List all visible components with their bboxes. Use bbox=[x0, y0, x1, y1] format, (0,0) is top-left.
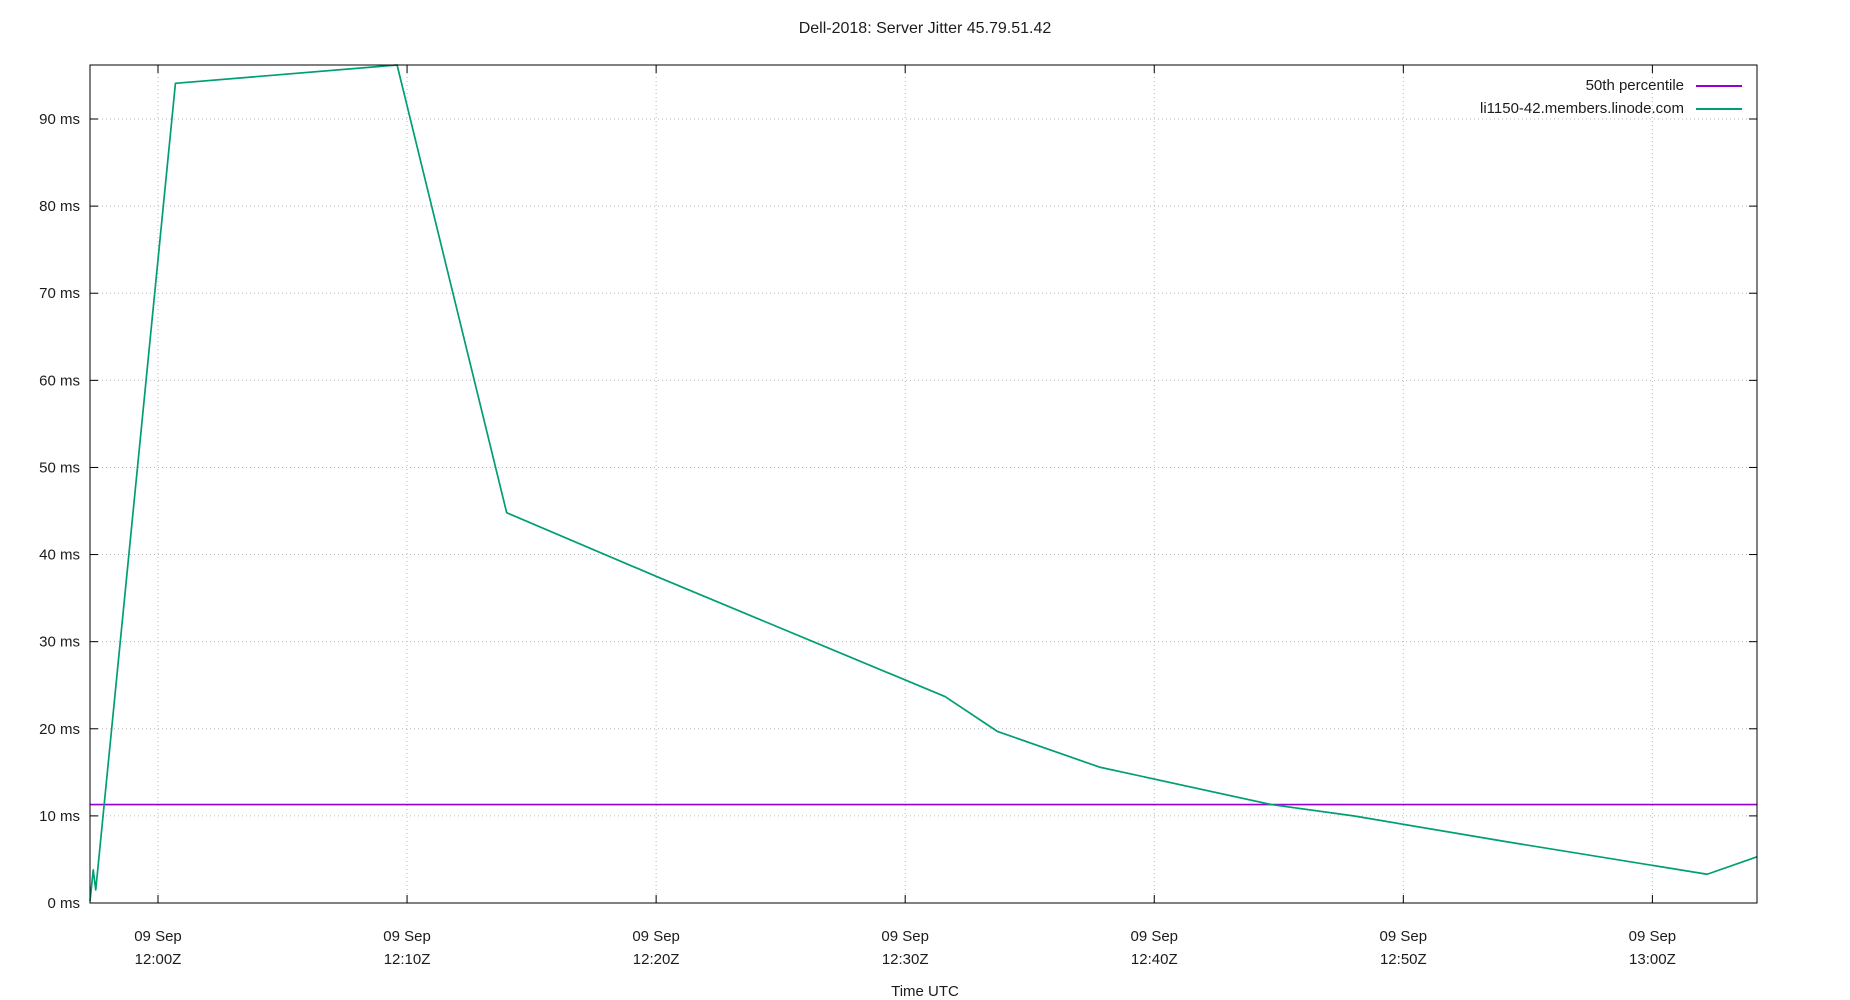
y-tick-label: 70 ms bbox=[39, 285, 80, 302]
chart-legend: 50th percentile li1150-42.members.linode… bbox=[1480, 74, 1742, 120]
gridlines bbox=[90, 65, 1757, 904]
x-tick-labels: 09 Sep 12:00Z 09 Sep 12:10Z 09 Sep 12:20Z 09 S… bbox=[134, 928, 1676, 968]
x-axis-title: Time UTC bbox=[891, 983, 959, 1000]
y-tick-label: 40 ms bbox=[39, 547, 80, 564]
legend-row-percentile: 50th percentile bbox=[1480, 74, 1742, 97]
y-tick-label: 0 ms bbox=[47, 895, 80, 912]
x-tick-label-time: 13:00Z bbox=[1629, 951, 1676, 968]
y-tick-label: 80 ms bbox=[39, 198, 80, 215]
y-tick-label: 10 ms bbox=[39, 808, 80, 825]
x-tick-label-time: 12:30Z bbox=[882, 951, 929, 968]
plot-border bbox=[89, 64, 1758, 904]
y-tick-label: 50 ms bbox=[39, 459, 80, 476]
x-tick-label-time: 12:20Z bbox=[633, 951, 680, 968]
x-tick-label-date: 09 Sep bbox=[1380, 928, 1428, 945]
chart-title: Dell-2018: Server Jitter 45.79.51.42 bbox=[798, 20, 1052, 37]
x-tick-label-time: 12:40Z bbox=[1131, 951, 1178, 968]
x-tick-label-date: 09 Sep bbox=[1629, 928, 1677, 945]
y-tick-labels: 0 ms 10 ms 20 ms 30 ms 40 ms 50 ms 60 ms 70 ms 8… bbox=[39, 111, 80, 912]
legend-label-host: li1150-42.members.linode.com bbox=[1480, 100, 1684, 117]
x-tick-label-time: 12:10Z bbox=[384, 951, 431, 968]
x-tick-label-time: 12:00Z bbox=[135, 951, 182, 968]
legend-line-sample-host bbox=[1696, 107, 1742, 110]
legend-label-percentile: 50th percentile bbox=[1585, 77, 1684, 94]
tick-marks bbox=[90, 65, 1757, 904]
x-tick-label-date: 09 Sep bbox=[383, 928, 431, 945]
x-tick-label-date: 09 Sep bbox=[632, 928, 680, 945]
x-tick-label-date: 09 Sep bbox=[1130, 928, 1178, 945]
series-li1150-42-members-linode-com bbox=[89, 64, 1758, 902]
y-tick-label: 30 ms bbox=[39, 634, 80, 651]
x-tick-label-date: 09 Sep bbox=[134, 928, 182, 945]
y-tick-label: 60 ms bbox=[39, 372, 80, 389]
legend-line-sample-percentile bbox=[1696, 84, 1742, 87]
y-tick-label: 90 ms bbox=[39, 111, 80, 128]
y-tick-label: 20 ms bbox=[39, 721, 80, 738]
x-tick-label-date: 09 Sep bbox=[881, 928, 929, 945]
legend-row-host: li1150-42.members.linode.com bbox=[1480, 97, 1742, 120]
x-tick-label-time: 12:50Z bbox=[1380, 951, 1427, 968]
